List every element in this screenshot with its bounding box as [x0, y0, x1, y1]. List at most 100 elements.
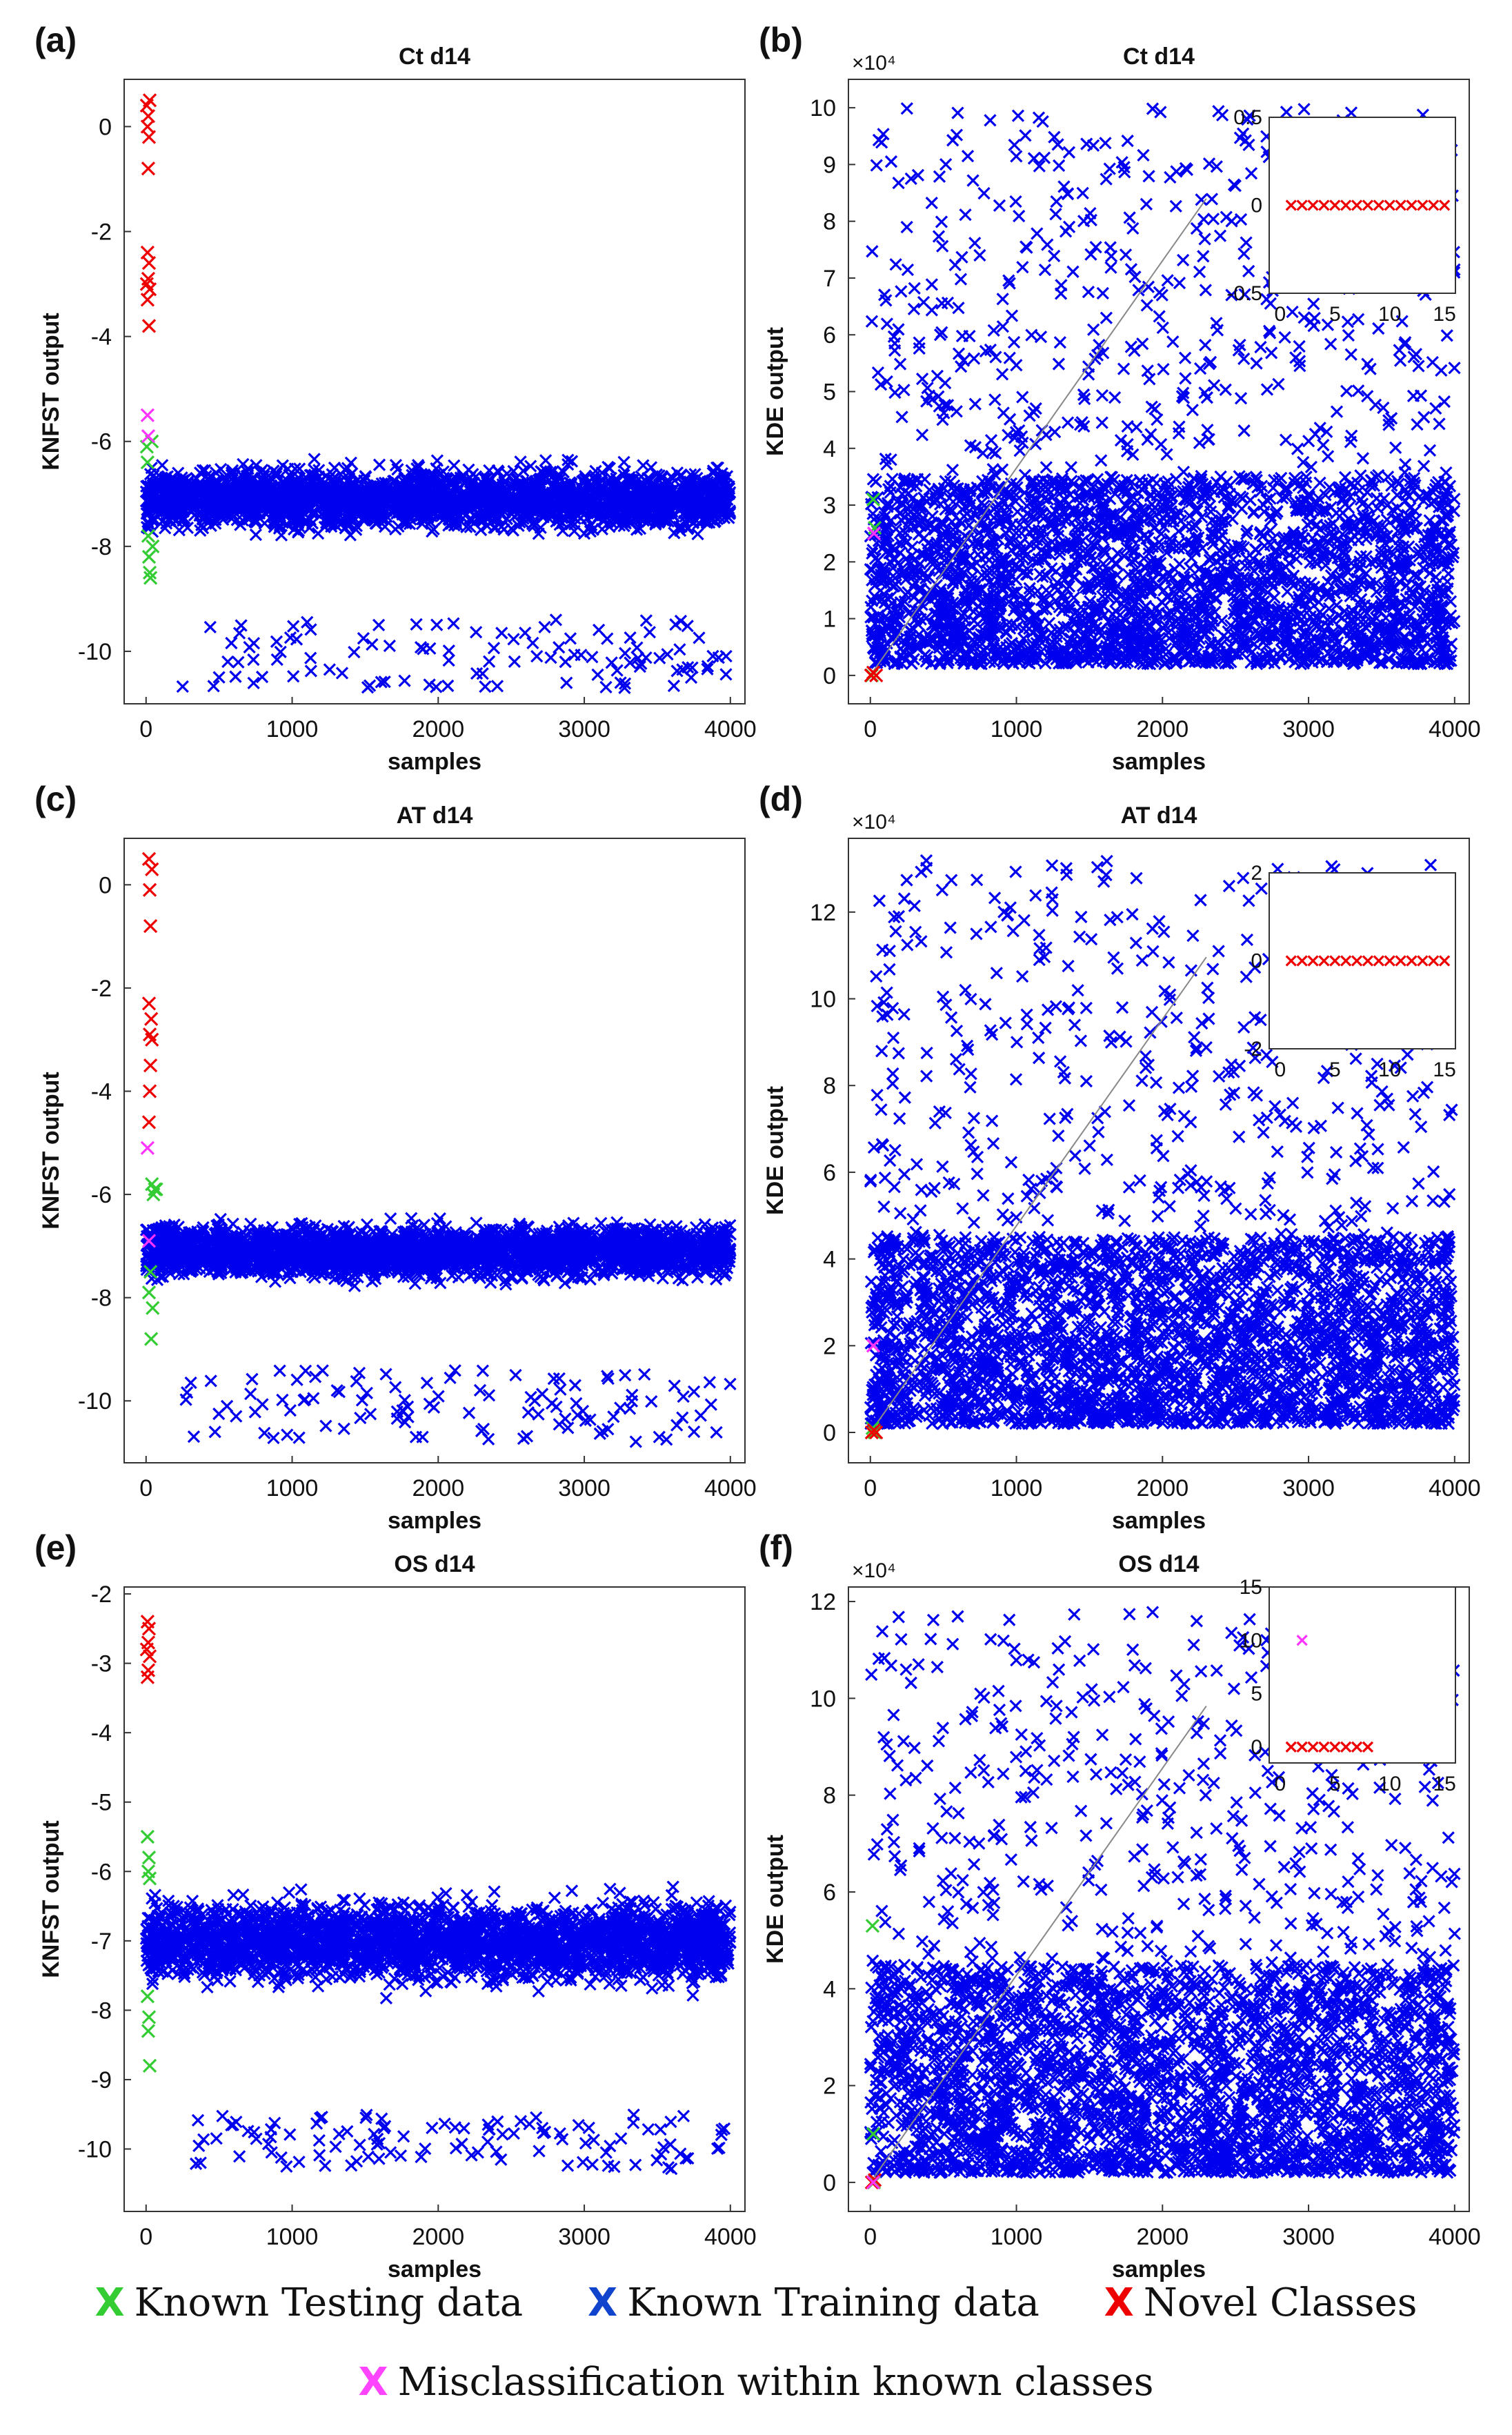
training-point — [888, 337, 902, 350]
training-point — [190, 472, 203, 485]
training-point — [1407, 351, 1420, 364]
training-point — [1048, 425, 1062, 439]
training-point — [1293, 359, 1306, 373]
training-point — [457, 469, 470, 483]
training-point — [907, 302, 921, 315]
training-outlier — [301, 615, 314, 629]
training-point — [1216, 482, 1229, 495]
training-point — [415, 469, 428, 483]
training-point — [500, 467, 514, 480]
training-point — [1213, 229, 1227, 242]
training-point — [1046, 522, 1060, 535]
training-point — [879, 294, 893, 307]
training-point — [1324, 337, 1337, 351]
training-point — [1344, 435, 1357, 448]
training-outlier — [624, 656, 637, 669]
training-point — [321, 511, 335, 524]
training-point — [372, 458, 386, 471]
training-point — [398, 472, 411, 485]
training-point — [1066, 265, 1080, 278]
training-point — [1119, 248, 1133, 262]
training-point — [1352, 384, 1365, 397]
training-point — [1117, 362, 1131, 375]
training-outlier — [701, 660, 715, 673]
training-point — [630, 495, 644, 509]
training-point — [601, 495, 615, 509]
training-outlier — [417, 642, 430, 655]
training-point — [1280, 106, 1293, 119]
training-point — [939, 526, 953, 540]
training-outlier — [378, 675, 391, 689]
training-point — [1040, 584, 1053, 597]
series-known-testing-data — [139, 434, 160, 585]
training-point — [717, 477, 730, 491]
training-point — [250, 459, 263, 472]
training-point — [1240, 527, 1253, 540]
training-point — [895, 285, 908, 298]
training-point — [506, 497, 519, 511]
training-point — [1163, 540, 1176, 553]
training-point — [1225, 493, 1238, 506]
training-point — [1157, 584, 1171, 597]
training-outlier — [212, 671, 226, 684]
training-point — [630, 523, 644, 536]
training-point — [339, 522, 352, 535]
training-point — [585, 518, 598, 531]
training-point — [1197, 213, 1211, 226]
training-point — [561, 453, 575, 466]
training-point — [346, 467, 359, 480]
training-outlier — [383, 639, 396, 653]
series-misclassification-within-known-classes — [140, 408, 156, 444]
training-point — [1121, 135, 1134, 148]
training-point — [154, 477, 167, 491]
training-point — [472, 512, 486, 525]
training-point — [1418, 411, 1431, 424]
training-outlier — [482, 655, 496, 668]
training-point — [378, 520, 392, 533]
training-point — [159, 517, 173, 530]
training-outlier — [618, 677, 632, 690]
training-outlier — [304, 651, 317, 664]
training-point — [539, 454, 553, 467]
training-point — [1435, 364, 1448, 377]
training-point — [1237, 247, 1251, 260]
training-outlier — [270, 653, 284, 667]
training-point — [1126, 448, 1140, 461]
training-point — [1186, 638, 1199, 651]
training-outlier — [348, 646, 361, 659]
training-point — [534, 521, 547, 534]
training-point — [1264, 492, 1277, 505]
training-point — [681, 522, 695, 535]
training-point — [555, 484, 569, 497]
y-axis-label: KNFST output — [38, 313, 64, 471]
training-point — [637, 510, 650, 523]
training-point — [488, 521, 501, 534]
training-point — [1199, 338, 1212, 352]
training-point — [675, 469, 688, 482]
training-point — [437, 482, 451, 495]
training-point — [1193, 362, 1207, 375]
training-point — [603, 462, 617, 475]
training-outlier — [559, 655, 572, 669]
training-outlier — [495, 627, 508, 640]
training-outlier — [442, 654, 455, 667]
training-point — [466, 502, 479, 515]
training-point — [1226, 581, 1240, 594]
training-point — [865, 315, 879, 328]
training-point — [1061, 188, 1075, 201]
training-point — [1025, 328, 1038, 342]
training-point — [1370, 492, 1384, 505]
training-point — [1338, 559, 1351, 573]
training-point — [900, 102, 913, 115]
training-outlier — [366, 638, 379, 651]
training-point — [156, 459, 169, 472]
training-point — [1265, 557, 1278, 570]
data-point — [141, 256, 157, 270]
training-point — [199, 470, 212, 483]
training-point — [1029, 437, 1042, 451]
training-outlier — [487, 642, 501, 655]
training-point — [981, 564, 994, 578]
training-point — [624, 508, 637, 521]
training-point — [984, 114, 997, 127]
